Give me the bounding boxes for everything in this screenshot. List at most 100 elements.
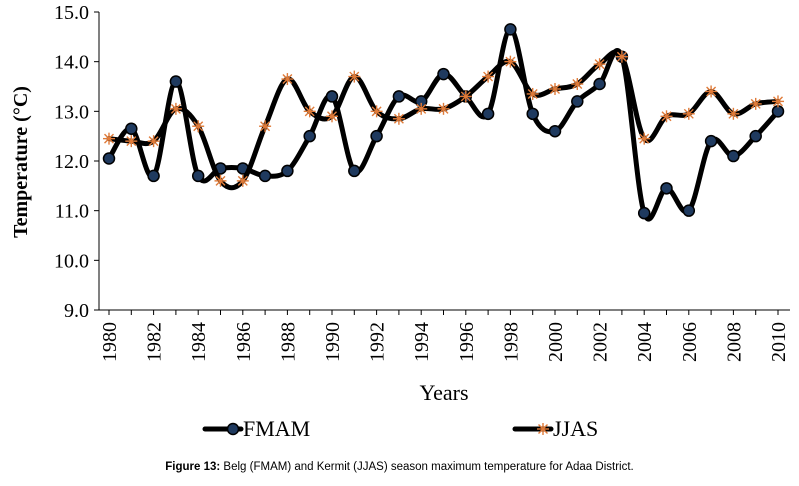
data-point-fmam (548, 124, 562, 138)
x-tick-label: 1990 (322, 322, 344, 362)
data-point-fmam (348, 164, 361, 178)
star-stroke (572, 79, 583, 90)
star-stroke (550, 83, 560, 94)
y-tick-label: 9.0 (64, 300, 89, 322)
data-point-fmam (102, 152, 116, 165)
data-point-jjas (415, 102, 428, 115)
data-point-fmam (771, 105, 785, 118)
data-point-jjas (638, 132, 651, 145)
data-point-fmam (125, 122, 138, 135)
data-point-fmam (191, 169, 205, 183)
y-tick-label: 11.0 (55, 201, 89, 223)
data-point-fmam (660, 182, 673, 195)
star-stroke (126, 136, 137, 147)
data-point-fmam (370, 129, 383, 143)
x-tick-label: 2010 (768, 322, 790, 362)
data-point-fmam (281, 164, 294, 178)
data-point-fmam (481, 107, 495, 121)
data-point-fmam (593, 77, 606, 91)
legend-item-fmam: FMAM (202, 416, 310, 441)
star-stroke (148, 136, 159, 147)
star-stroke (538, 424, 548, 434)
star-stroke (193, 121, 204, 132)
x-tick-label: 1994 (411, 322, 433, 362)
star-stroke (282, 74, 293, 85)
star-stroke (773, 96, 783, 107)
y-ticks: 9.0 10.0 11.0 12.0 13.0 14.0 15.0 (54, 2, 99, 322)
data-point-jjas (437, 102, 450, 115)
star-stroke (349, 71, 360, 82)
legend-label: JJAS (553, 416, 598, 441)
x-tick-label: 1992 (367, 322, 389, 362)
data-point-jjas (236, 174, 249, 187)
x-tick-label: 2004 (634, 322, 656, 362)
x-tick-label: 1998 (500, 322, 522, 362)
x-tick-label: 1984 (188, 322, 210, 362)
data-point-fmam (147, 169, 160, 183)
series-fmam (102, 23, 785, 222)
data-point-jjas (259, 120, 272, 133)
data-point-jjas (727, 107, 740, 120)
data-point-jjas (549, 82, 561, 95)
star-stroke (460, 91, 471, 102)
x-tick-label: 2002 (590, 322, 612, 362)
data-point-fmam (637, 206, 651, 220)
data-point-fmam (437, 67, 450, 81)
data-point-jjas (192, 120, 205, 133)
series-jjas (103, 49, 784, 191)
star-stroke (393, 113, 404, 124)
data-point-jjas (125, 135, 138, 148)
data-point-fmam (169, 75, 183, 88)
star-stroke (260, 121, 271, 132)
data-point-jjas (169, 102, 182, 115)
x-tick-label: 2006 (679, 322, 701, 362)
star-stroke (416, 103, 427, 114)
star-stroke (438, 103, 449, 114)
star-stroke (483, 71, 494, 82)
star-stroke (616, 51, 627, 62)
data-point-fmam (749, 129, 762, 143)
data-point-jjas (103, 132, 115, 145)
data-point-fmam (303, 129, 316, 143)
data-point-jjas (214, 174, 227, 187)
data-point-jjas (482, 70, 495, 83)
star-stroke (728, 108, 739, 119)
data-point-jjas (682, 107, 695, 120)
y-tick-label: 14.0 (54, 52, 89, 74)
data-point-jjas (348, 70, 361, 83)
x-axis-label: Years (419, 380, 468, 405)
x-tick-label: 1980 (99, 322, 121, 362)
x-tick-label: 2008 (723, 322, 745, 362)
data-point-fmam (727, 149, 740, 163)
data-point-jjas (303, 105, 316, 118)
star-stroke (706, 86, 717, 97)
star-stroke (639, 133, 650, 144)
star-stroke (527, 88, 538, 99)
data-point-jjas (615, 50, 628, 63)
legend-marker (226, 422, 240, 436)
x-tick-label: 1996 (456, 322, 478, 362)
x-tick-label: 1988 (277, 322, 299, 362)
y-tick-label: 13.0 (54, 101, 89, 123)
data-point-jjas (459, 90, 472, 103)
caption-label: Figure 13: (165, 461, 221, 473)
star-stroke (371, 106, 382, 117)
data-point-jjas (571, 78, 584, 91)
data-point-jjas (593, 58, 606, 71)
y-tick-label: 10.0 (54, 250, 89, 272)
data-point-jjas (392, 112, 405, 125)
x-tick-label: 1982 (144, 322, 166, 362)
data-point-jjas (370, 105, 383, 118)
data-point-fmam (504, 23, 517, 36)
data-point-fmam (258, 169, 272, 183)
star-stroke (750, 98, 761, 109)
legend-label: FMAM (243, 416, 310, 441)
data-point-jjas (749, 97, 762, 110)
data-point-jjas (705, 85, 718, 98)
star-stroke (215, 175, 226, 186)
data-point-jjas (281, 73, 294, 86)
data-point-fmam (526, 107, 539, 121)
y-tick-label: 15.0 (54, 2, 89, 24)
x-tick-label: 1986 (233, 322, 255, 362)
figure-caption: Figure 13: Belg (FMAM) and Kermit (JJAS)… (0, 461, 799, 473)
